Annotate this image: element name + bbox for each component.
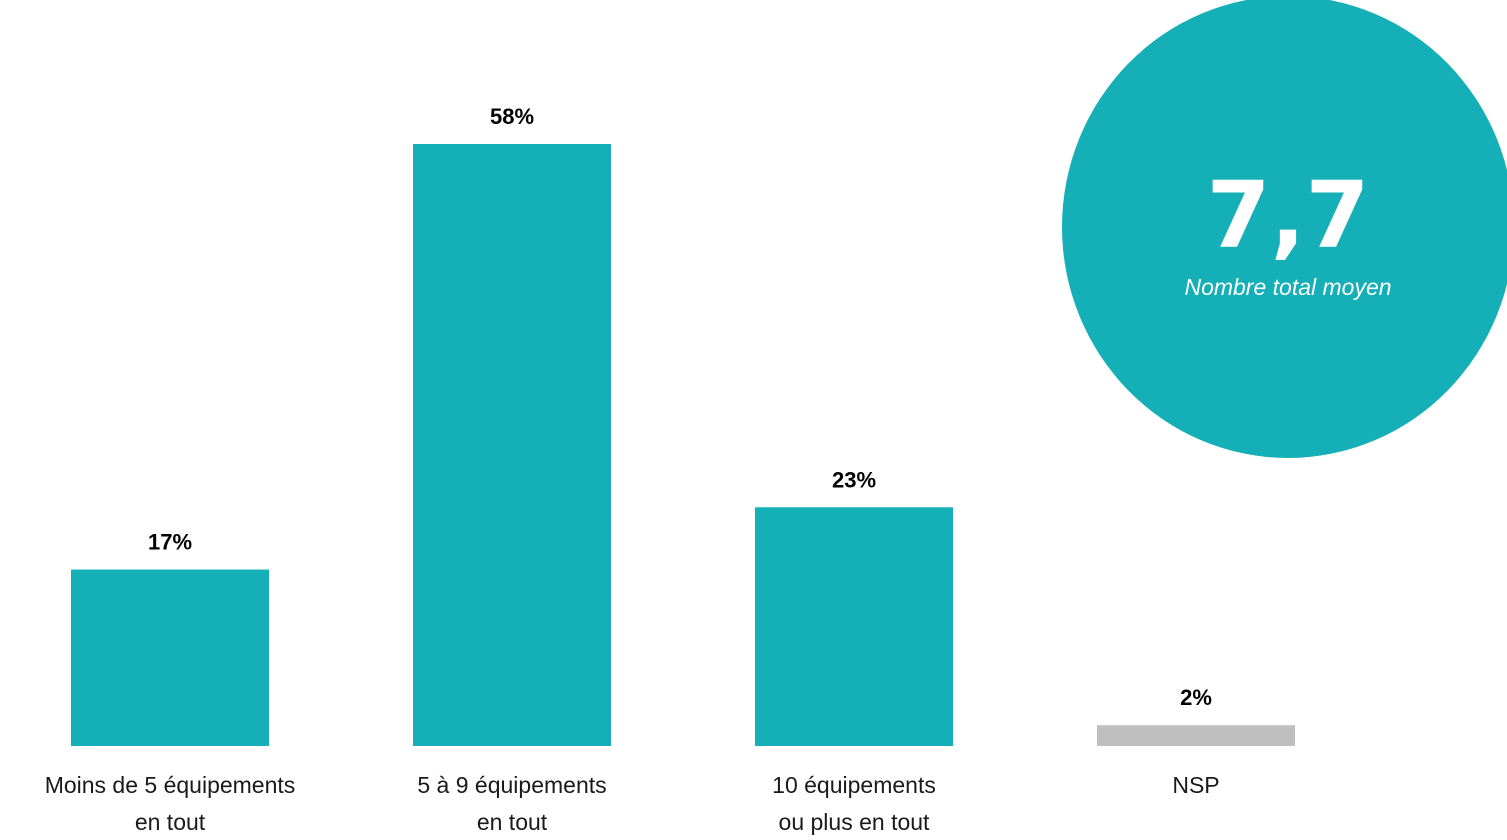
average-total-circle: 7,7 Nombre total moyen [1062,0,1507,458]
category-label-1-line-2: en tout [135,809,206,835]
average-total-value: 7,7 [1206,161,1370,269]
bar-2 [413,144,611,746]
value-label-1: 17% [148,530,192,555]
category-label-4: NSP [1172,772,1219,798]
category-label-2-line-2: en tout [477,809,548,835]
bar-4 [1097,725,1295,746]
category-label-3-line-1: 10 équipements [772,772,936,798]
category-label-3-line-2: ou plus en tout [779,809,931,835]
value-label-4: 2% [1180,685,1212,710]
bar-3 [755,507,953,746]
bar-1 [71,569,269,746]
average-total-caption: Nombre total moyen [1184,273,1392,300]
category-label-2-line-1: 5 à 9 équipements [417,772,606,798]
value-label-2: 58% [490,104,534,129]
value-label-3: 23% [832,467,876,492]
category-label-1-line-1: Moins de 5 équipements [45,772,296,798]
